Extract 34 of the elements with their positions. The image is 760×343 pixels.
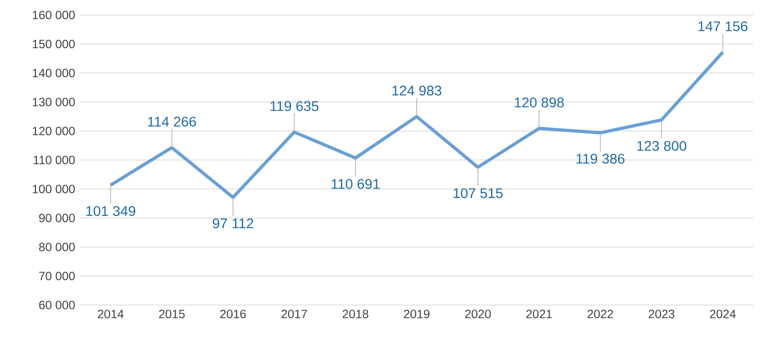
y-tick-label: 60 000 — [39, 300, 75, 310]
line-series — [109, 50, 724, 199]
x-tick-label: 2020 — [465, 310, 491, 318]
data-label: 124 983 — [392, 86, 442, 96]
data-label: 120 898 — [514, 97, 564, 108]
data-label: 101 349 — [86, 206, 136, 216]
x-tick-label: 2021 — [526, 310, 552, 318]
y-tick-label: 140 000 — [32, 68, 75, 78]
x-tick-label: 2017 — [282, 310, 307, 318]
y-tick-label: 130 000 — [32, 98, 75, 106]
data-label: 97 112 — [212, 218, 254, 228]
y-tick-label: 160 000 — [32, 10, 75, 20]
x-tick-label: 2022 — [588, 310, 614, 318]
y-tick-label: 120 000 — [32, 126, 75, 136]
x-tick-label: 2019 — [404, 310, 430, 318]
x-tick-label: 2018 — [342, 310, 368, 318]
data-label: 147 156 — [698, 21, 748, 32]
y-tick-label: 150 000 — [32, 40, 75, 48]
y-tick-label: 90 000 — [39, 214, 75, 222]
x-tick-label: 2023 — [648, 310, 674, 318]
x-tick-label: 2024 — [710, 310, 736, 318]
y-tick-label: 80 000 — [39, 242, 75, 252]
y-tick-label: 100 000 — [32, 184, 75, 194]
data-label: 123 800 — [637, 140, 686, 151]
y-tick-label: 110 000 — [34, 156, 75, 164]
data-label: 110 691 — [332, 179, 380, 189]
data-label: 107 515 — [454, 188, 503, 198]
x-tick-label: 2014 — [98, 310, 124, 318]
data-label: 119 386 — [576, 154, 624, 164]
x-tick-label: 2016 — [220, 310, 246, 318]
data-label: 114 266 — [148, 116, 196, 127]
data-label: 119 635 — [270, 101, 318, 112]
y-tick-label: 70 000 — [39, 272, 75, 280]
x-tick-label: 2015 — [159, 310, 185, 318]
